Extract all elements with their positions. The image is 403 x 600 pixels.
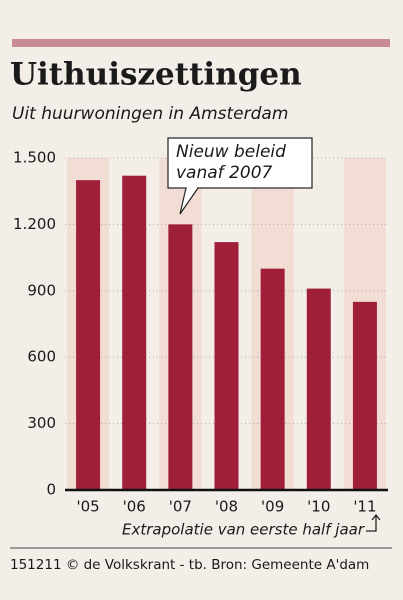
- annotation-pointer: [179, 187, 199, 215]
- annotation-box: [167, 137, 313, 189]
- x-tick-label: '07: [169, 498, 192, 516]
- bar: [260, 268, 285, 490]
- bar: [306, 288, 331, 490]
- chart-title: Uithuiszettingen: [10, 57, 302, 93]
- bar: [76, 180, 101, 490]
- plot: 0 300 600 900 1.200 1.500 '05 '06 '07 '08 '09 '10 '1…: [13, 149, 388, 516]
- x-tick-label: '06: [123, 498, 146, 516]
- bar: [168, 224, 193, 490]
- y-tick-label: 0: [46, 481, 56, 499]
- x-tick-label: '09: [261, 498, 284, 516]
- x-tick-label: '10: [307, 498, 330, 516]
- bar: [352, 301, 377, 490]
- bar: [122, 175, 147, 490]
- y-tick-label: 300: [27, 414, 56, 432]
- y-tick-label: 600: [27, 348, 56, 366]
- chart-subtitle: Uit huurwoningen in Amsterdam: [12, 104, 288, 124]
- x-tick-label: '05: [76, 498, 99, 516]
- note: Extrapolatie van eerste half jaar: [122, 521, 365, 539]
- x-tick-label: '11: [353, 498, 376, 516]
- y-tick-label: 900: [27, 281, 56, 299]
- x-tick-label: '08: [215, 498, 238, 516]
- source: 151211 © de Volkskrant - tb. Bron: Gemee…: [10, 557, 369, 573]
- note-arrow: [366, 513, 381, 532]
- y-tick-label: 1.200: [13, 215, 56, 233]
- top-band: [12, 39, 390, 47]
- bar: [214, 242, 239, 490]
- annotation-line: Nieuw beleid: [176, 142, 286, 162]
- annotation-line: vanaf 2007: [176, 163, 273, 183]
- y-tick-label: 1.500: [13, 149, 56, 167]
